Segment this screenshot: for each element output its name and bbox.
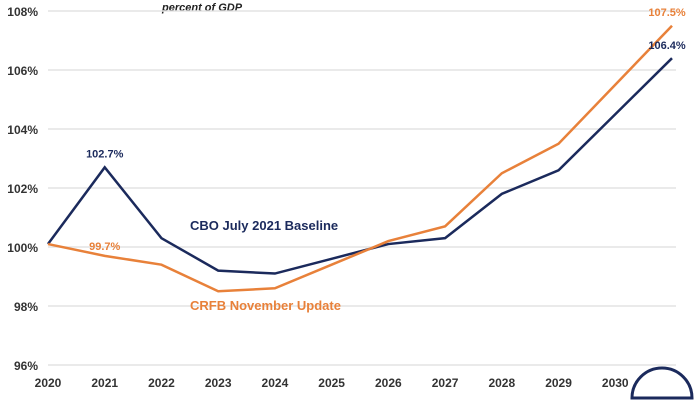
x-tick-label: 2024 (262, 376, 289, 390)
series-label-crfb: CRFB November Update (190, 298, 341, 313)
x-tick-label: 2022 (148, 376, 175, 390)
data-label: 102.7% (86, 148, 124, 160)
series-line-0 (46, 57, 673, 275)
data-label: 106.4% (648, 40, 686, 52)
logo (630, 366, 694, 400)
x-tick-label: 2026 (375, 376, 402, 390)
x-tick-label: 2028 (488, 376, 515, 390)
y-tick-label: 96% (14, 359, 38, 373)
data-label: 107.5% (648, 7, 686, 19)
x-tick-label: 2029 (545, 376, 572, 390)
x-tick-label: 2021 (91, 376, 118, 390)
x-tick-label: 2025 (318, 376, 345, 390)
x-tick-label: 2030 (602, 376, 629, 390)
x-tick-label: 2023 (205, 376, 232, 390)
y-tick-label: 98% (14, 300, 38, 314)
series-label-cbo: CBO July 2021 Baseline (190, 218, 338, 233)
y-tick-label: 106% (7, 64, 38, 78)
x-tick-label: 2020 (35, 376, 62, 390)
chart-subtitle: percent of GDP (161, 2, 243, 14)
y-tick-label: 100% (7, 241, 38, 255)
series-line-1 (47, 24, 673, 293)
x-tick-label: 2027 (432, 376, 459, 390)
y-tick-label: 108% (7, 5, 38, 19)
y-tick-label: 104% (7, 123, 38, 137)
data-label: 99.7% (89, 241, 120, 253)
y-tick-label: 102% (7, 182, 38, 196)
